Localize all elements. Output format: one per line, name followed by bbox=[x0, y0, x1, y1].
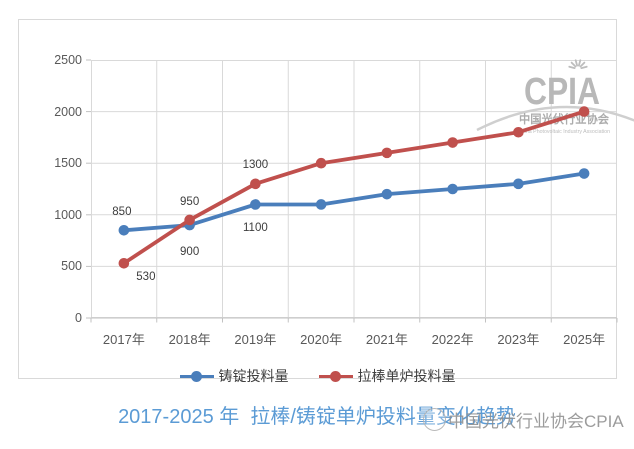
x-tick-label: 2025年 bbox=[563, 332, 606, 347]
y-tick-label: 500 bbox=[61, 259, 82, 274]
data-point bbox=[184, 214, 195, 226]
legend: 铸锭投料量 拉棒单炉投料量 bbox=[19, 367, 616, 385]
data-point bbox=[315, 199, 327, 210]
sun-icon bbox=[568, 59, 588, 70]
x-tick-label: 2020年 bbox=[300, 332, 343, 347]
plot-area: 850 900 1100 530 950 1300 bbox=[86, 59, 618, 323]
y-tick-label: 2500 bbox=[54, 53, 82, 67]
data-point bbox=[118, 224, 130, 236]
data-point bbox=[513, 178, 524, 190]
series-line-1 bbox=[121, 109, 587, 266]
chart-card: CPIA 中国光伏行业协会 China Photovoltaic Industr… bbox=[18, 19, 634, 384]
data-point bbox=[447, 183, 458, 195]
y-tick-label: 2000 bbox=[54, 104, 82, 119]
chart-caption: 2017-2025 年 拉棒/铸锭单炉投料量变化趋势 bbox=[118, 406, 516, 428]
data-label: 900 bbox=[180, 246, 200, 259]
watermark-text: 中国光伏行业协会CPIA bbox=[448, 412, 624, 431]
logo-acronym: CPIA bbox=[524, 71, 600, 113]
data-label: 1100 bbox=[243, 222, 268, 235]
series-lines bbox=[118, 106, 590, 269]
logo-en-name: China Photovoltaic Industry Association bbox=[518, 129, 610, 135]
legend-label: 铸锭投料量 bbox=[218, 368, 289, 384]
logo-arc bbox=[476, 105, 634, 132]
x-tick-label: 2019年 bbox=[234, 332, 277, 347]
data-point bbox=[381, 147, 393, 159]
data-point bbox=[250, 199, 261, 210]
x-tick-label: 2018年 bbox=[168, 332, 211, 347]
bottom-watermark: 中国光伏行业协会CPIA bbox=[423, 407, 624, 432]
data-point bbox=[578, 106, 590, 117]
data-point bbox=[315, 157, 327, 169]
legend-marker-icon bbox=[318, 370, 353, 382]
x-tick-label: 2022年 bbox=[431, 332, 474, 347]
data-label: 1300 bbox=[242, 158, 269, 171]
data-point bbox=[381, 188, 393, 200]
data-label: 950 bbox=[180, 195, 200, 208]
gridlines bbox=[86, 59, 618, 323]
y-tick-label: 1500 bbox=[54, 156, 82, 171]
data-label: 850 bbox=[112, 206, 132, 219]
data-label: 530 bbox=[136, 271, 156, 284]
legend-marker-icon bbox=[179, 370, 214, 382]
x-tick-label: 2021年 bbox=[365, 332, 408, 347]
data-point bbox=[578, 168, 590, 179]
watermark-seal-icon bbox=[423, 408, 446, 431]
x-tick-label: 2017年 bbox=[102, 332, 145, 347]
legend-item-1: 拉棒单炉投料量 bbox=[318, 366, 456, 386]
data-point bbox=[513, 126, 524, 138]
legend-label: 拉棒单炉投料量 bbox=[357, 368, 456, 384]
data-point bbox=[447, 137, 458, 148]
y-tick-label: 0 bbox=[75, 311, 82, 325]
data-point bbox=[250, 178, 261, 190]
x-tick-label: 2023年 bbox=[497, 332, 540, 347]
x-axis-labels: 2017年 2018年 2019年 2020年 2021年 2022年 2023年 2025年 bbox=[91, 329, 617, 347]
data-point bbox=[118, 258, 130, 269]
series-line-0 bbox=[121, 171, 587, 233]
y-tick-label: 1000 bbox=[54, 207, 82, 222]
legend-item-0: 铸锭投料量 bbox=[179, 366, 289, 386]
y-axis-labels: 0 500 1000 1500 2000 2500 bbox=[39, 53, 82, 325]
